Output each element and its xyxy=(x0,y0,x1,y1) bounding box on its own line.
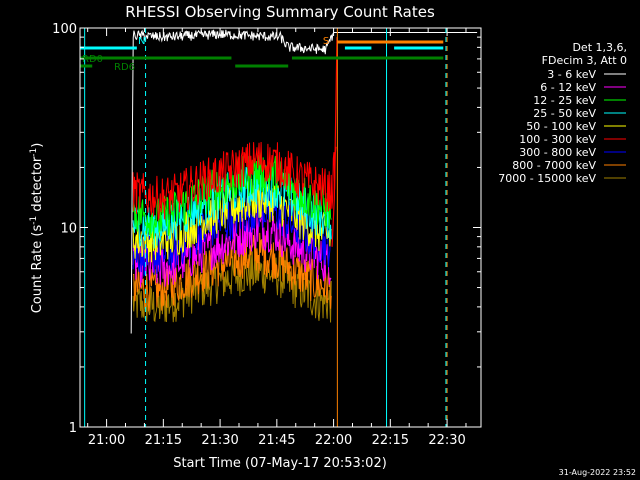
x-tick-label-0: 21:00 xyxy=(88,433,125,448)
x-tick-label-5: 22:15 xyxy=(372,433,409,448)
flag-marker-n: N xyxy=(138,36,145,47)
y-axis-label-sup: -1 xyxy=(29,216,39,225)
y-tick-label-1: 10 xyxy=(60,222,77,237)
y-axis-label-end: ) xyxy=(30,143,45,148)
x-tick-label-6: 22:30 xyxy=(428,433,465,448)
flag-label-rd6: RD6 xyxy=(114,62,135,73)
legend-label-0: 3 - 6 keV xyxy=(547,68,596,81)
series-line-3-6-keV xyxy=(130,29,478,334)
series-line-6-12-keV xyxy=(132,211,332,288)
x-axis-label: Start Time (07-May-17 20:53:02) xyxy=(173,456,387,471)
legend-header-line-2: FDecim 3, Att 0 xyxy=(542,54,627,67)
y-axis-label-sup2: -1 xyxy=(29,148,39,157)
flag-marker-s: S xyxy=(323,36,329,47)
y-tick-label-2: 100 xyxy=(52,22,77,37)
legend-label-7: 800 - 7000 keV xyxy=(512,159,596,172)
series-group xyxy=(80,28,478,427)
series-line-100-300-keV xyxy=(132,141,337,222)
footer-timestamp: 31-Aug-2022 23:52 xyxy=(559,468,636,477)
legend-label-2: 12 - 25 keV xyxy=(533,94,596,107)
x-tick-label-1: 21:15 xyxy=(145,433,182,448)
plot-area: RD0 RD6 N S xyxy=(80,28,478,427)
legend-label-6: 300 - 800 keV xyxy=(519,146,596,159)
legend-label-1: 6 - 12 keV xyxy=(540,81,596,94)
flare-rise-line xyxy=(331,37,338,247)
legend-label-3: 25 - 50 keV xyxy=(533,107,596,120)
legend-label-5: 100 - 300 keV xyxy=(519,133,596,146)
x-tick-label-4: 22:00 xyxy=(315,433,352,448)
legend-label-4: 50 - 100 keV xyxy=(526,120,596,133)
x-axis-ticks: 21:00 21:15 21:30 21:45 22:00 22:15 22:30 xyxy=(87,28,467,448)
y-axis-label-mid: detector xyxy=(30,156,45,216)
series-line-800-7000-keV xyxy=(133,232,332,312)
series-line-7000-15000-keV xyxy=(132,251,332,323)
y-tick-label-0: 1 xyxy=(69,421,77,436)
x-tick-label-2: 21:30 xyxy=(201,433,238,448)
flag-label-rd0: RD0 xyxy=(82,54,103,65)
y-axis-label: Count Rate (s-1 detector-1) xyxy=(29,143,45,314)
chart-title: RHESSI Observing Summary Count Rates xyxy=(125,3,435,21)
legend-label-8: 7000 - 15000 keV xyxy=(498,172,596,185)
legend-header-line-1: Det 1,3,6, xyxy=(572,41,627,54)
y-axis-label-main: Count Rate (s xyxy=(30,225,45,314)
y-axis-ticks: 1 10 100 xyxy=(52,22,481,436)
x-tick-label-3: 21:45 xyxy=(258,433,295,448)
